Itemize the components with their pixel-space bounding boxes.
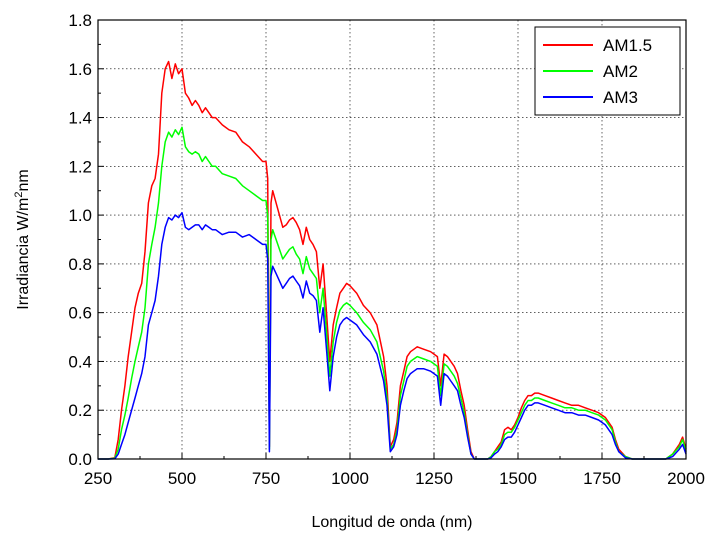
y-axis-label: Irradiancia W/m2nm — [13, 169, 32, 309]
series-group — [98, 60, 687, 460]
y-tick-label: 0.2 — [68, 401, 92, 420]
x-tick-label: 750 — [252, 469, 280, 488]
series-line-am2 — [98, 126, 687, 460]
x-tick-label: 250 — [84, 469, 112, 488]
legend-label: AM3 — [603, 88, 638, 107]
x-tick-label: 1000 — [331, 469, 369, 488]
x-tick-label: 1250 — [415, 469, 453, 488]
y-tick-label: 1.4 — [68, 109, 92, 128]
x-tick-label: 1500 — [499, 469, 537, 488]
y-tick-label: 1.0 — [68, 206, 92, 225]
x-tick-label: 2000 — [667, 469, 705, 488]
legend-label: AM1.5 — [603, 36, 652, 55]
series-line-am3 — [98, 211, 687, 460]
y-tick-label: 1.8 — [68, 11, 92, 30]
y-tick-label: 0.8 — [68, 255, 92, 274]
y-axis-label-superscript: 2 — [13, 192, 25, 198]
x-tick-label: 500 — [168, 469, 196, 488]
axis-ticks: 250 500 750 1000 1250 1500 1750 2000 0.0 0.2 0.4 0.… — [68, 11, 705, 488]
x-axis-label: Longitud de onda (nm) — [312, 514, 473, 531]
y-tick-label: 0.4 — [68, 352, 92, 371]
series-line-am1-5 — [98, 60, 687, 460]
y-tick-label: 0.0 — [68, 450, 92, 469]
y-tick-label: 0.6 — [68, 304, 92, 323]
y-tick-label: 1.6 — [68, 60, 92, 79]
legend-label: AM2 — [603, 62, 638, 81]
legend: AM1.5 AM2 AM3 — [534, 26, 681, 116]
y-axis-label-tail: nm — [15, 169, 32, 191]
x-tick-label: 1750 — [583, 469, 621, 488]
y-tick-label: 1.2 — [68, 157, 92, 176]
y-axis-label-main: Irradiancia W/m — [15, 198, 32, 310]
